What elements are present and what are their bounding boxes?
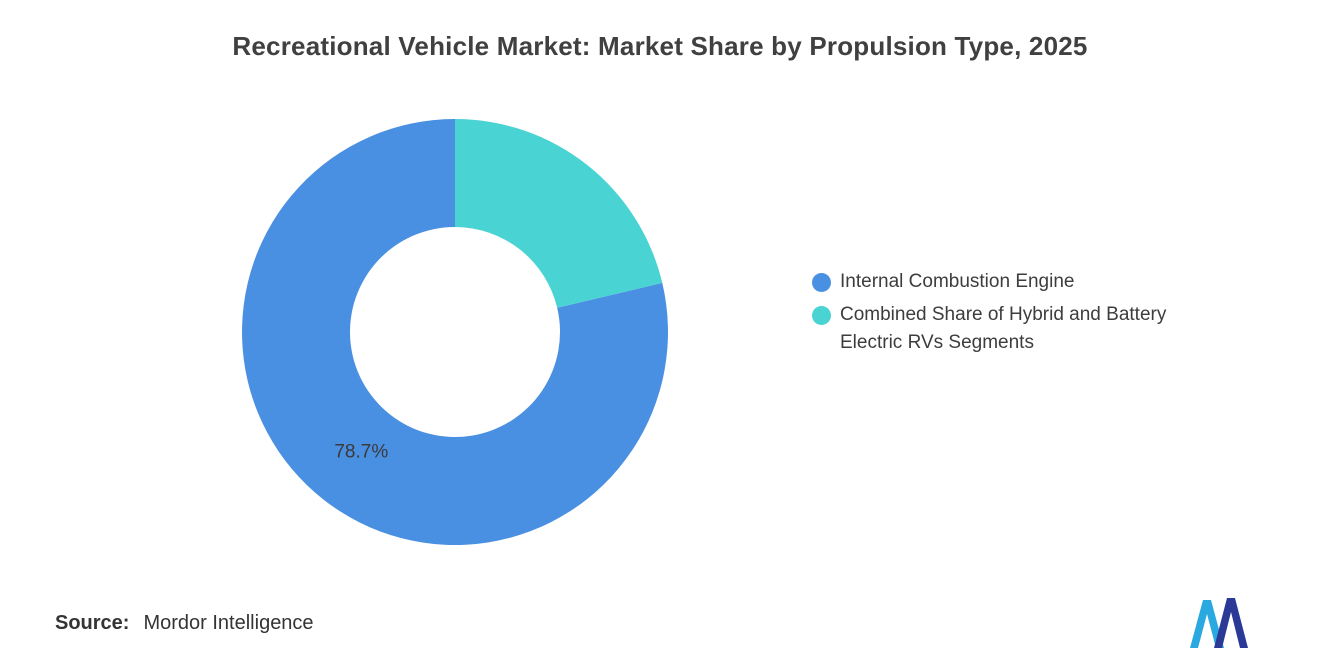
source-value: Mordor Intelligence	[143, 612, 314, 634]
logo-right-peak-icon	[1214, 598, 1248, 648]
mordor-intelligence-logo	[1190, 598, 1248, 648]
chart-title: Recreational Vehicle Market: Market Shar…	[232, 31, 1088, 61]
legend-label: Combined Share of Hybrid and Battery Ele…	[840, 303, 1167, 354]
source-label: Source:	[55, 612, 130, 634]
legend-item-hybrid-battery-electric[interactable]: Combined Share of Hybrid and Battery Ele…	[812, 301, 1242, 358]
slice-data-label: 78.7%	[334, 441, 388, 462]
legend: Internal Combustion Engine Combined Shar…	[812, 268, 1242, 358]
source-note: Source: Mordor Intelligence	[55, 612, 314, 635]
legend-marker-teal	[812, 305, 831, 325]
legend-label: Internal Combustion Engine	[840, 271, 1075, 292]
donut-chart: 78.7%	[242, 119, 668, 545]
donut-slice-0[interactable]	[242, 119, 668, 545]
legend-item-internal-combustion-engine[interactable]: Internal Combustion Engine	[812, 268, 1242, 297]
donut-slice-1[interactable]	[455, 119, 663, 308]
logo-left-peak-icon	[1190, 600, 1224, 648]
legend-marker-blue	[812, 273, 831, 292]
